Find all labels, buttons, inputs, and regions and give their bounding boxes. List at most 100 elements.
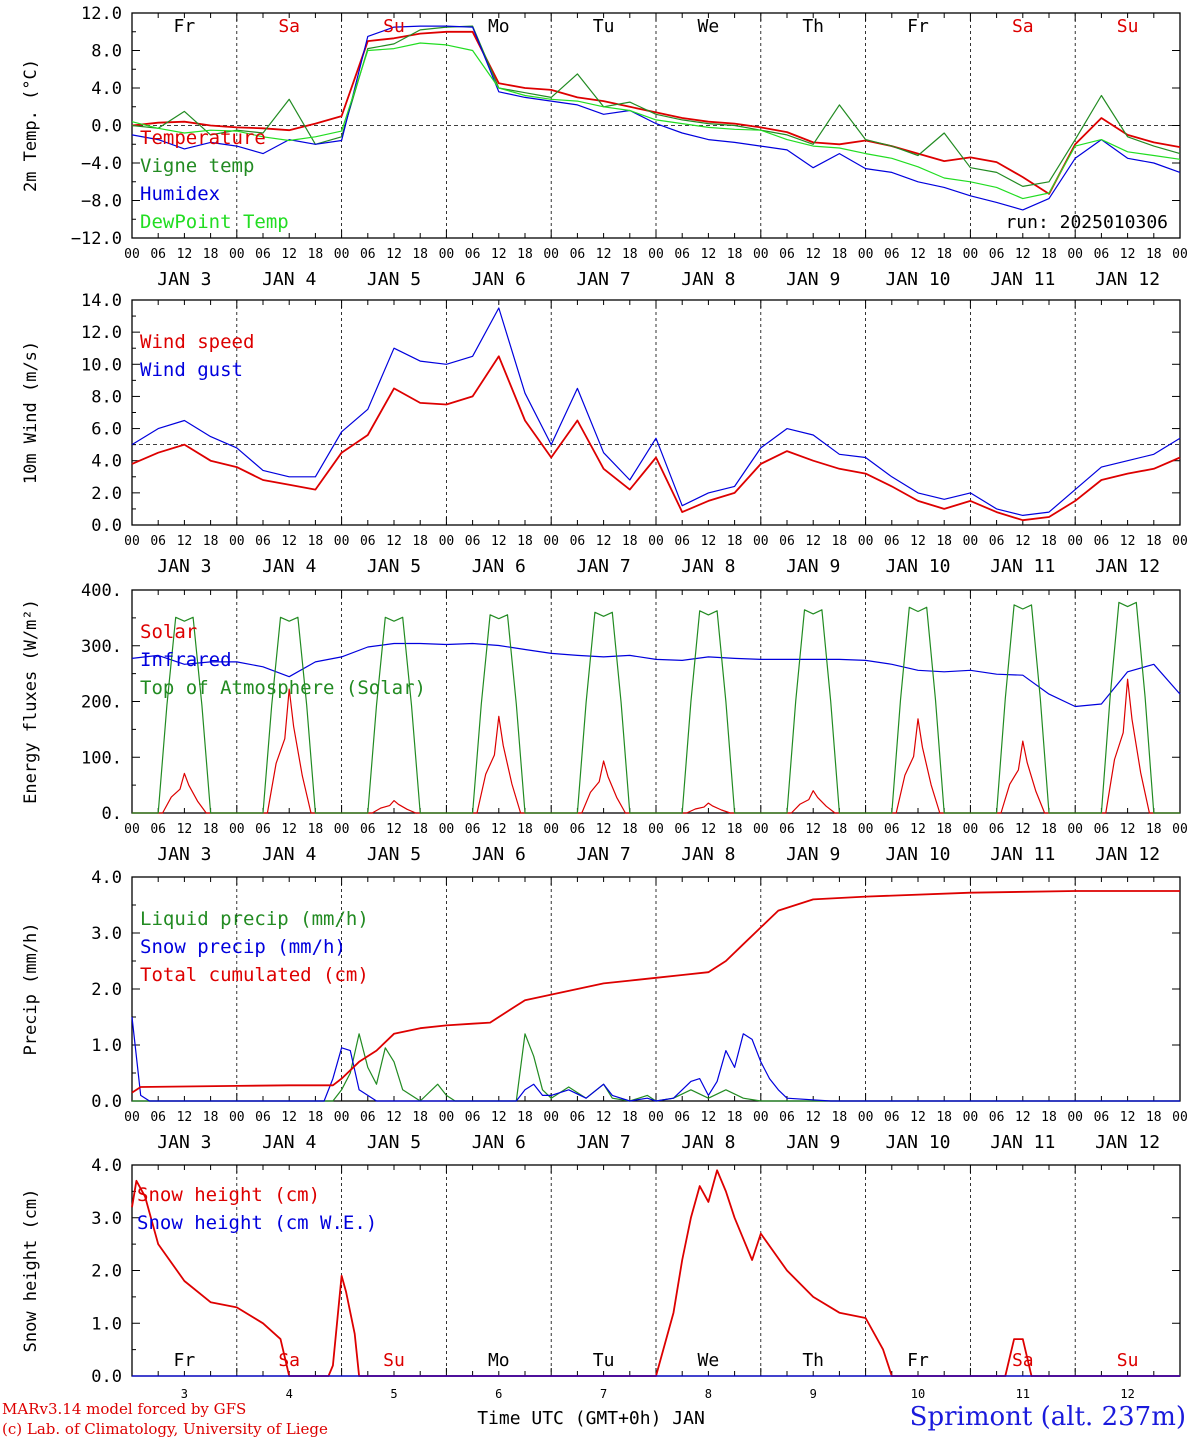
date-label: JAN 12 <box>1095 1132 1160 1153</box>
hour-label: 18 <box>517 534 533 549</box>
hour-label: 00 <box>439 534 455 549</box>
hour-label: 06 <box>570 534 586 549</box>
weekday-label-top: Sa <box>1012 16 1034 37</box>
hour-label: 18 <box>936 822 952 837</box>
hour-label: 12 <box>701 247 717 262</box>
legend-entry: Wind gust <box>140 359 243 381</box>
y-axis-label: Energy fluxes (W/m²) <box>21 599 41 804</box>
date-label: JAN 6 <box>472 1132 526 1153</box>
hour-label: 12 <box>1015 247 1031 262</box>
series-line-2-1 <box>131 355 1181 522</box>
y-tick-label: 0.0 <box>91 516 122 536</box>
hour-label: 18 <box>203 534 219 549</box>
date-label: JAN 12 <box>1095 269 1160 290</box>
day-number: 7 <box>600 1387 607 1401</box>
hour-label: 00 <box>124 247 140 262</box>
panel-1 <box>131 12 1181 239</box>
date-label: JAN 12 <box>1095 556 1160 577</box>
y-tick-label: 100. <box>81 748 122 768</box>
hour-label: 18 <box>517 822 533 837</box>
y-tick-label: 12.0 <box>81 4 122 24</box>
hour-label: 18 <box>1146 822 1162 837</box>
hour-label: 12 <box>910 1110 926 1125</box>
legend-entry: DewPoint Temp <box>140 211 289 233</box>
hour-label: 18 <box>832 822 848 837</box>
hour-label: 18 <box>1146 247 1162 262</box>
y-tick-label: 0.0 <box>91 1092 122 1112</box>
hour-label: 18 <box>622 247 638 262</box>
hour-label: 18 <box>727 247 743 262</box>
y-tick-label: 14.0 <box>81 291 122 311</box>
hour-label: 06 <box>570 247 586 262</box>
y-tick-label: 300. <box>81 637 122 657</box>
hour-label: 00 <box>963 822 979 837</box>
y-tick-label: 4.0 <box>91 868 122 888</box>
hour-label: 12 <box>281 534 297 549</box>
series-line-1-3 <box>131 25 1181 211</box>
hour-label: 18 <box>936 1110 952 1125</box>
hour-label: 18 <box>727 1110 743 1125</box>
y-tick-label: 12.0 <box>81 323 122 343</box>
hour-label: 06 <box>674 822 690 837</box>
hour-label: 18 <box>412 534 428 549</box>
day-number: 11 <box>1016 1387 1030 1401</box>
hour-label: 18 <box>832 534 848 549</box>
date-label: JAN 8 <box>681 1132 735 1153</box>
y-tick-label: 4.0 <box>91 79 122 99</box>
hour-label: 18 <box>727 822 743 837</box>
hour-label: 06 <box>779 1110 795 1125</box>
date-label: JAN 3 <box>157 1132 211 1153</box>
hour-label: 18 <box>412 822 428 837</box>
hour-label: 00 <box>858 1110 874 1125</box>
hour-label: 00 <box>858 822 874 837</box>
y-tick-label: 3.0 <box>91 924 122 944</box>
hour-label: 12 <box>805 822 821 837</box>
hour-label: 06 <box>989 822 1005 837</box>
hour-label: 12 <box>1015 534 1031 549</box>
day-number: 8 <box>705 1387 712 1401</box>
y-tick-label: 6.0 <box>91 420 122 440</box>
date-label: JAN 5 <box>367 1132 421 1153</box>
hour-label: 18 <box>412 247 428 262</box>
date-label: JAN 4 <box>262 556 316 577</box>
weekday-label-top: Sa <box>278 16 300 37</box>
y-tick-label: 10.0 <box>81 355 122 375</box>
panel-5 <box>131 1164 1181 1377</box>
date-label: JAN 10 <box>885 269 950 290</box>
hour-label: 00 <box>229 247 245 262</box>
date-label: JAN 10 <box>885 1132 950 1153</box>
hour-label: 12 <box>281 247 297 262</box>
hour-label: 12 <box>701 822 717 837</box>
y-tick-label: 400. <box>81 581 122 601</box>
legend-entry: Total cumulated (cm) <box>140 964 369 986</box>
hour-label: 18 <box>936 247 952 262</box>
hour-label: 18 <box>308 247 324 262</box>
hour-label: 18 <box>517 247 533 262</box>
date-label: JAN 6 <box>472 556 526 577</box>
date-label: JAN 5 <box>367 269 421 290</box>
legend-entry: Vigne temp <box>140 155 254 177</box>
hour-label: 00 <box>753 1110 769 1125</box>
weekday-label-top: Mo <box>488 16 510 37</box>
y-tick-label: 4.0 <box>91 1156 122 1176</box>
y-tick-label: 1.0 <box>91 1036 122 1056</box>
y-tick-label: 1.0 <box>91 1314 122 1334</box>
hour-label: 00 <box>124 1110 140 1125</box>
day-number: 12 <box>1120 1387 1134 1401</box>
hour-label: 12 <box>1120 534 1136 549</box>
hour-label: 06 <box>570 822 586 837</box>
weekday-label-bottom: Tu <box>593 1350 615 1371</box>
legend-entry: Liquid precip (mm/h) <box>140 908 369 930</box>
date-label: JAN 5 <box>367 556 421 577</box>
hour-label: 06 <box>150 247 166 262</box>
hour-label: 06 <box>360 822 376 837</box>
station-name: Sprimont (alt. 237m) <box>909 1402 1186 1432</box>
hour-label: 12 <box>177 247 193 262</box>
hour-label: 00 <box>753 822 769 837</box>
hour-label: 06 <box>360 247 376 262</box>
hour-label: 18 <box>308 1110 324 1125</box>
hour-label: 18 <box>727 534 743 549</box>
hour-label: 00 <box>1067 822 1083 837</box>
hour-label: 06 <box>360 1110 376 1125</box>
